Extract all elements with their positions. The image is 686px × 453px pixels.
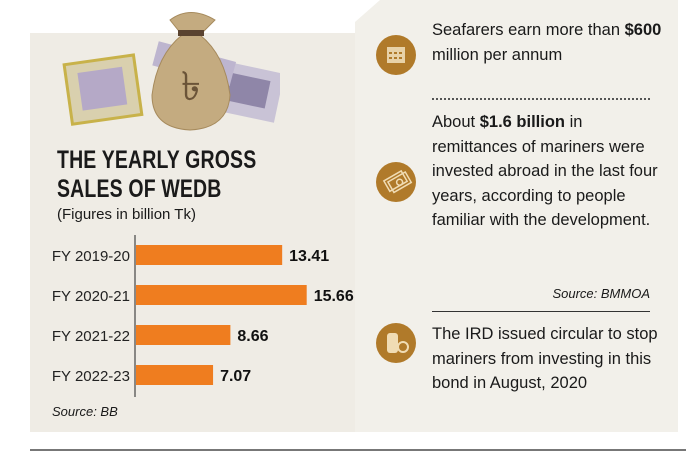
value-label: 8.66: [237, 328, 268, 345]
facts-source: Source: BMMOA: [552, 286, 650, 301]
fact-1: Seafarers earn more than $600 million pe…: [432, 21, 662, 64]
value-label: 7.07: [220, 368, 251, 385]
category-label: FY 2021-22: [52, 328, 130, 345]
svg-text:৳: ৳: [181, 64, 201, 110]
calendar-icon: [376, 35, 416, 75]
solid-divider: [432, 311, 650, 312]
coins-icon: [376, 323, 416, 363]
value-label: 15.66: [314, 288, 354, 305]
chart-source: Source: BB: [52, 404, 118, 419]
category-label: FY 2019-20: [52, 248, 130, 265]
bar: [136, 285, 307, 305]
fact-2: About $1.6 billion in remittances of mar…: [432, 113, 658, 229]
bar: [136, 325, 231, 345]
chart-subtitle: (Figures in billion Tk): [57, 206, 196, 223]
money-icon: [376, 162, 416, 202]
category-label: FY 2022-23: [52, 368, 130, 385]
money-bag-illustration: ৳: [62, 12, 280, 131]
bar: [136, 365, 214, 385]
chart-title: THE YEARLY GROSS SALES OF WEDB: [57, 146, 257, 203]
dotted-divider: [432, 98, 650, 100]
category-label: FY 2020-21: [52, 288, 130, 305]
fact-3: The IRD issued circular to stop mariners…: [432, 325, 658, 392]
value-label: 13.41: [289, 248, 329, 265]
facts-panel: [355, 0, 678, 432]
bar: [136, 245, 283, 265]
divider: [30, 449, 686, 451]
